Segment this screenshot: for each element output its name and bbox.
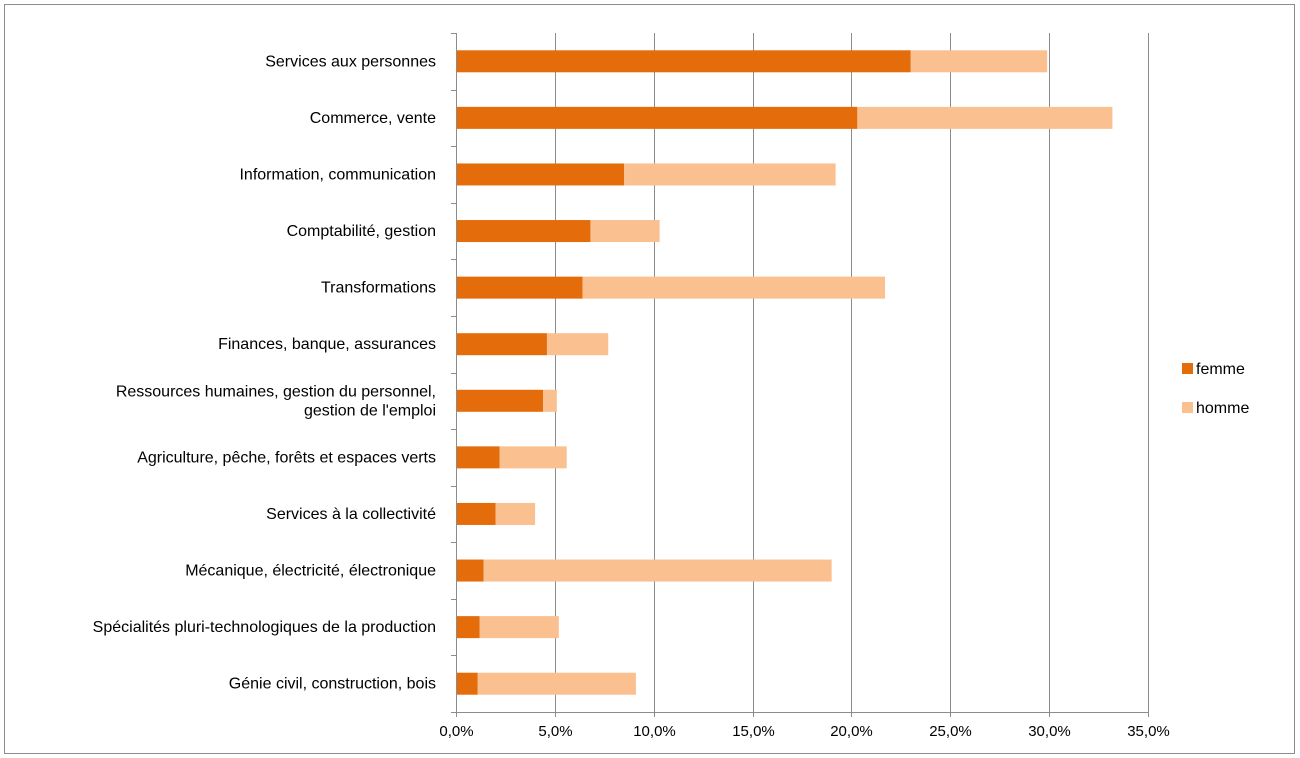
x-tick-label: 35,0%: [1127, 723, 1170, 740]
gridlines: [555, 33, 1149, 712]
bar-femme: [456, 616, 480, 639]
category-label: Services à la collectivité: [266, 506, 436, 523]
x-tick-label: 25,0%: [929, 723, 972, 740]
category-label: Transformations: [321, 280, 436, 297]
legend: femme homme: [1182, 361, 1249, 417]
bar-homme: [590, 220, 660, 243]
bars: [456, 50, 1113, 695]
x-tick-label: 30,0%: [1028, 723, 1071, 740]
x-tick-label: 20,0%: [830, 723, 873, 740]
category-label: Comptabilité, gestion: [287, 223, 436, 240]
bar-femme: [456, 333, 547, 356]
bar-femme: [456, 220, 591, 243]
bar-femme: [456, 163, 625, 186]
bar-homme: [910, 50, 1048, 73]
x-tick-label: 15,0%: [732, 723, 775, 740]
bar-femme: [456, 106, 858, 129]
bar-homme: [479, 616, 559, 639]
category-label: Spécialités pluri-technologiques de la p…: [93, 619, 436, 636]
bar-homme: [483, 559, 832, 582]
bar-femme: [456, 50, 911, 73]
x-tick-label: 10,0%: [633, 723, 676, 740]
legend-label-femme: femme: [1196, 361, 1245, 378]
chart-frame: [4, 4, 1295, 754]
category-label: Ressources humaines, gestion du personne…: [116, 383, 436, 400]
legend-swatch-femme: [1182, 363, 1193, 374]
x-tick-label: 5,0%: [538, 723, 572, 740]
bar-homme: [624, 163, 836, 186]
axes: [451, 33, 1149, 717]
category-label: Mécanique, électricité, électronique: [185, 563, 436, 580]
bar-femme: [456, 502, 496, 525]
x-tick-labels: 0,0% 5,0% 10,0% 15,0% 20,0% 25,0% 30,0% 35,0%: [439, 723, 1169, 740]
category-label: Services aux personnes: [265, 53, 436, 70]
bar-homme: [582, 276, 886, 299]
category-label: Génie civil, construction, bois: [229, 676, 436, 693]
category-label: Commerce, vente: [310, 110, 436, 127]
legend-swatch-homme: [1182, 402, 1193, 413]
bar-femme: [456, 276, 583, 299]
bar-homme: [542, 389, 557, 412]
bar-homme: [495, 502, 536, 525]
bar-homme: [477, 672, 636, 695]
bar-homme: [499, 446, 567, 469]
x-tick-label: 0,0%: [439, 723, 473, 740]
bar-homme: [546, 333, 609, 356]
bar-femme: [456, 559, 484, 582]
bar-femme: [456, 446, 500, 469]
category-label: Finances, banque, assurances: [218, 336, 436, 353]
category-label: Agriculture, pêche, forêts et espaces ve…: [137, 449, 436, 466]
category-label: Information, communication: [239, 166, 436, 183]
category-label: gestion de l'emploi: [304, 402, 436, 419]
category-labels: Services aux personnes Commerce, vente Inf…: [93, 53, 436, 692]
bar-femme: [456, 389, 543, 412]
legend-label-homme: homme: [1196, 400, 1249, 417]
bar-femme: [456, 672, 478, 695]
bar-homme: [857, 106, 1113, 129]
